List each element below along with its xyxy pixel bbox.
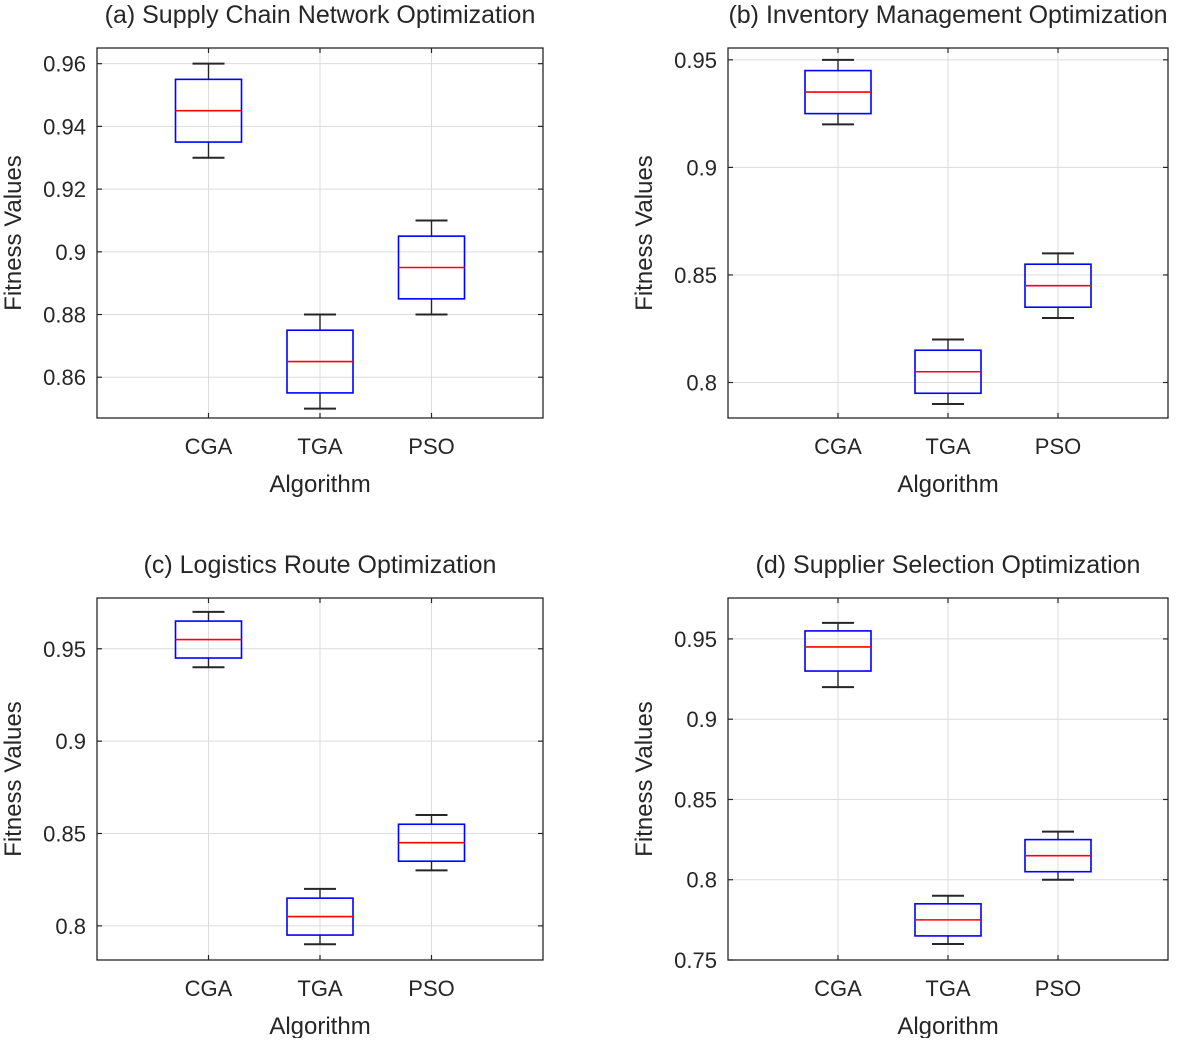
y-tick-label: 0.85: [43, 821, 86, 846]
y-axis-label: Fitness Values: [631, 155, 658, 311]
x-tick-label: PSO: [1035, 434, 1081, 459]
y-tick-label: 0.88: [43, 303, 86, 328]
box-tga: [286, 313, 354, 410]
box-pso: [397, 219, 466, 316]
x-axis-label: Algorithm: [269, 1013, 370, 1038]
x-tick-label: CGA: [814, 976, 862, 1001]
panel-d: (d) Supplier Selection Optimization 0.75 0…: [631, 551, 1169, 1040]
x-tick-label: PSO: [1035, 976, 1081, 1001]
x-tick-label: TGA: [297, 434, 343, 459]
box-cga: [804, 58, 872, 126]
y-tick-label: 0.95: [674, 627, 717, 652]
panel-b: (b) Inventory Management Optimization 0.8…: [631, 1, 1169, 498]
chart-title: (b) Inventory Management Optimization: [728, 1, 1167, 29]
box-cga: [174, 62, 243, 159]
y-tick-label: 0.96: [43, 52, 86, 77]
y-tick-label: 0.86: [43, 365, 86, 390]
y-tick-label: 0.8: [686, 868, 717, 893]
box-pso: [397, 814, 466, 872]
box-iqr: [804, 630, 872, 672]
x-tick-label: PSO: [408, 976, 454, 1001]
box-tga: [286, 887, 354, 946]
box-tga: [914, 894, 982, 945]
y-tick-label: 0.92: [43, 177, 86, 202]
y-tick-label: 0.9: [686, 707, 717, 732]
box-cga: [804, 621, 872, 689]
box-pso: [1024, 252, 1092, 319]
y-tick-label: 0.9: [686, 155, 717, 180]
y-axis-label: Fitness Values: [0, 701, 27, 857]
y-tick-label: 0.85: [674, 787, 717, 812]
x-axis-label: Algorithm: [897, 1013, 998, 1038]
x-axis-label: Algorithm: [269, 471, 370, 498]
y-tick-label: 0.8: [686, 371, 717, 396]
chart-title: (c) Logistics Route Optimization: [144, 551, 497, 579]
y-tick-label: 0.9: [55, 729, 86, 754]
y-axis-label: Fitness Values: [631, 701, 658, 857]
chart-title: (a) Supply Chain Network Optimization: [105, 1, 536, 29]
x-tick-label: TGA: [925, 976, 971, 1001]
box-tga: [914, 338, 982, 406]
x-tick-label: CGA: [185, 976, 233, 1001]
panel-a: (a) Supply Chain Network Optimization 0.8…: [0, 1, 544, 498]
y-tick-label: 0.75: [674, 948, 717, 973]
x-tick-label: CGA: [814, 434, 862, 459]
box-pso: [1024, 830, 1092, 881]
y-axis-label: Fitness Values: [0, 155, 27, 311]
y-tick-label: 0.9: [55, 240, 86, 265]
chart-title: (d) Supplier Selection Optimization: [756, 551, 1141, 579]
y-tick-label: 0.85: [674, 263, 717, 288]
panel-c: (c) Logistics Route Optimization 0.8 0.85 0…: [0, 551, 544, 1040]
box-cga: [174, 610, 243, 669]
y-tick-label: 0.8: [55, 914, 86, 939]
x-axis-label: Algorithm: [897, 471, 998, 498]
y-tick-label: 0.95: [674, 48, 717, 73]
x-tick-label: TGA: [297, 976, 343, 1001]
y-tick-label: 0.94: [43, 114, 86, 139]
x-tick-label: TGA: [925, 434, 971, 459]
x-tick-label: CGA: [185, 434, 233, 459]
y-tick-label: 0.95: [43, 637, 86, 662]
x-tick-label: PSO: [408, 434, 454, 459]
